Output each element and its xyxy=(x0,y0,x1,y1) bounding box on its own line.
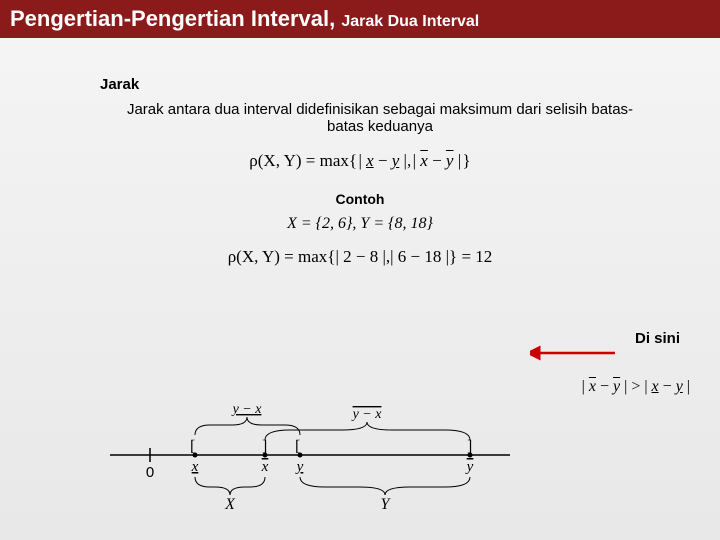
side-inequality: | x − y | > | x − y | xyxy=(582,378,690,396)
svg-text:y − x: y − x xyxy=(231,402,263,417)
formula-lhs: ρ(X, Y) = max xyxy=(249,151,349,170)
formula-arg1b: y xyxy=(392,151,400,170)
example-calc: ρ(X, Y) = max{| 2 − 8 |,| 6 − 18 |} = 12 xyxy=(40,247,680,267)
slide-content: Jarak Jarak antara dua interval didefini… xyxy=(0,38,720,295)
disini-label: Di sini xyxy=(635,330,680,347)
zero-label: 0 xyxy=(146,464,154,481)
calc-result: = 12 xyxy=(461,247,492,266)
section-title: Jarak xyxy=(100,76,680,93)
slide-header: Pengertian-Pengertian Interval, Jarak Du… xyxy=(0,0,720,38)
x-low: x xyxy=(191,459,199,475)
number-line-diagram: 0 [ x ] x [ y ] y y − x y − x X Y xyxy=(110,395,510,515)
svg-text:y − x: y − x xyxy=(351,407,383,422)
example-label: Contoh xyxy=(40,191,680,207)
svg-text:[: [ xyxy=(295,438,300,455)
example-sets: X = {2, 6}, Y = {8, 18} xyxy=(40,215,680,233)
calc-lhs: ρ(X, Y) = max xyxy=(228,247,328,266)
x-high: x xyxy=(261,459,269,475)
arrow-icon xyxy=(530,345,620,361)
svg-text:]: ] xyxy=(262,438,267,455)
main-formula: ρ(X, Y) = max{ | x − y |, | x − y | } xyxy=(40,149,680,173)
svg-text:]: ] xyxy=(467,438,472,455)
calc-a: | 2 − 8 | xyxy=(335,247,385,266)
y-high: y xyxy=(465,459,474,475)
X-label: X xyxy=(224,496,236,513)
header-title-main: Pengertian-Pengertian Interval, xyxy=(10,6,335,31)
y-low: y xyxy=(295,459,304,475)
formula-arg2b: y xyxy=(446,151,454,170)
svg-text:[: [ xyxy=(190,438,195,455)
formula-arg2a: x xyxy=(420,151,428,170)
definition-text: Jarak antara dua interval didefinisikan … xyxy=(120,101,640,135)
header-title-sub: Jarak Dua Interval xyxy=(341,13,479,30)
formula-arg1a: x xyxy=(366,151,374,170)
calc-b: | 6 − 18 | xyxy=(390,247,449,266)
Y-label: Y xyxy=(381,496,392,513)
